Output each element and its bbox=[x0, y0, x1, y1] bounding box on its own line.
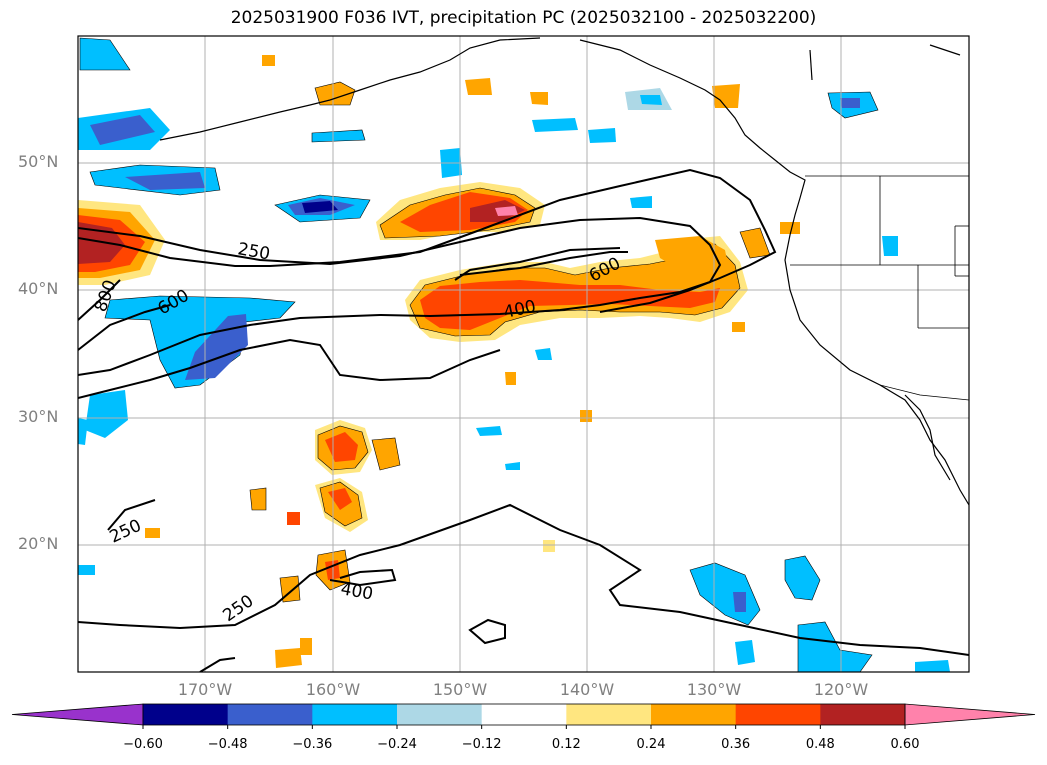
pos-area bbox=[712, 84, 740, 108]
colorbar-tick-label: 0.12 bbox=[551, 737, 581, 752]
neg-area bbox=[588, 128, 616, 143]
neg-area bbox=[640, 95, 662, 105]
pos-area bbox=[262, 55, 275, 66]
pos-area bbox=[495, 206, 518, 216]
lat-label: 30°N bbox=[18, 407, 59, 426]
lon-label: 160°W bbox=[305, 680, 361, 699]
map-title: 2025031900 F036 IVT, precipitation PC (2… bbox=[230, 8, 817, 28]
neg-area bbox=[505, 462, 520, 470]
colorbar-bin bbox=[143, 704, 229, 725]
lon-label: 140°W bbox=[559, 680, 615, 699]
neg-area bbox=[735, 640, 755, 665]
neg-area bbox=[784, 555, 821, 601]
pos-area bbox=[505, 372, 516, 385]
ivt-contour-250-south bbox=[107, 499, 156, 531]
colorbar-bin bbox=[481, 704, 567, 725]
neg-area bbox=[302, 201, 338, 213]
colorbar-bin bbox=[312, 704, 398, 725]
pos-area bbox=[780, 222, 800, 234]
neg-area bbox=[85, 390, 128, 438]
colorbar-tick-label: −0.12 bbox=[461, 737, 502, 752]
pos-area bbox=[275, 648, 302, 668]
neg-area bbox=[311, 129, 366, 143]
colorbar-extend-min bbox=[11, 703, 144, 726]
ivt-contour-250-south-b bbox=[78, 503, 969, 656]
neg-area bbox=[535, 348, 552, 360]
lon-label: 120°W bbox=[813, 680, 869, 699]
ivt-contours bbox=[78, 168, 969, 672]
ivt-contour-250-sw bbox=[199, 657, 236, 672]
colorbar-tick-label: −0.36 bbox=[292, 737, 333, 752]
colorbar-bin bbox=[566, 704, 652, 725]
ivt-contour-800 bbox=[78, 279, 121, 321]
map-frame bbox=[77, 35, 970, 673]
neg-area bbox=[532, 118, 578, 132]
lat-label: 20°N bbox=[18, 534, 59, 553]
neg-area bbox=[79, 37, 131, 71]
neg-area bbox=[90, 115, 155, 145]
pos-area bbox=[732, 322, 745, 332]
pos-area bbox=[543, 540, 555, 552]
contour-label: 250 bbox=[107, 516, 145, 548]
coastlines bbox=[159, 37, 969, 506]
neg-area bbox=[476, 426, 502, 436]
colorbar-extend-max bbox=[904, 703, 1036, 726]
pos-area bbox=[145, 528, 160, 538]
lat-label: 50°N bbox=[18, 152, 59, 171]
pos-area bbox=[530, 92, 548, 105]
pos-area bbox=[300, 638, 312, 655]
neg-area bbox=[630, 196, 652, 208]
colorbar-frame bbox=[142, 703, 906, 726]
pos-area bbox=[328, 488, 352, 510]
lat-label: 40°N bbox=[18, 279, 59, 298]
neg-area bbox=[733, 592, 746, 612]
colorbar bbox=[11, 703, 1036, 729]
colorbar-bin bbox=[397, 704, 483, 725]
ivt-contour-loop bbox=[468, 618, 506, 645]
negative-precip-areas bbox=[78, 37, 950, 672]
contour-label: 400 bbox=[339, 579, 374, 604]
colorbar-tick-label: 0.36 bbox=[721, 737, 751, 752]
ivt-contour-600 bbox=[459, 251, 628, 276]
colorbar-tick-label: −0.60 bbox=[123, 737, 163, 752]
colorbar-tick-label: 0.48 bbox=[805, 737, 835, 752]
lon-label: 150°W bbox=[432, 680, 488, 699]
colorbar-tick-label: −0.48 bbox=[207, 737, 248, 752]
neg-area bbox=[78, 418, 88, 445]
ivt-contour-400-west bbox=[78, 338, 501, 399]
lon-label: 130°W bbox=[686, 680, 742, 699]
colorbar-bin bbox=[651, 704, 737, 725]
ivt-contour-600-west bbox=[78, 304, 171, 351]
pos-area bbox=[287, 512, 300, 525]
neg-area bbox=[840, 98, 860, 108]
pos-area bbox=[249, 487, 267, 511]
contour-label: 250 bbox=[236, 239, 271, 264]
ivt-contour-600-inner bbox=[454, 247, 621, 281]
colorbar-bin bbox=[820, 704, 906, 725]
pos-area bbox=[465, 78, 492, 95]
neg-area bbox=[78, 565, 95, 575]
colorbar-tick-label: −0.24 bbox=[377, 737, 417, 752]
pos-area bbox=[371, 437, 401, 471]
neg-area bbox=[882, 236, 898, 256]
ivt-contour-250-north bbox=[78, 168, 777, 313]
contour-label: 250 bbox=[219, 591, 257, 626]
neg-area bbox=[125, 172, 205, 190]
colorbar-bin bbox=[735, 704, 821, 725]
lon-label: 170°W bbox=[177, 680, 233, 699]
precipitation-shading bbox=[78, 37, 950, 672]
neg-area bbox=[104, 295, 296, 389]
neg-area bbox=[797, 621, 873, 672]
positive-precip-areas bbox=[78, 55, 800, 668]
neg-area bbox=[915, 660, 950, 672]
pos-area bbox=[580, 410, 592, 422]
pos-area bbox=[420, 280, 720, 330]
ivt-contour-400-south bbox=[329, 568, 397, 587]
state-borders bbox=[790, 175, 969, 401]
colorbar-tick-label: 0.24 bbox=[636, 737, 666, 752]
colorbar-tick-label: 0.60 bbox=[890, 737, 920, 752]
colorbar-bin bbox=[227, 704, 313, 725]
